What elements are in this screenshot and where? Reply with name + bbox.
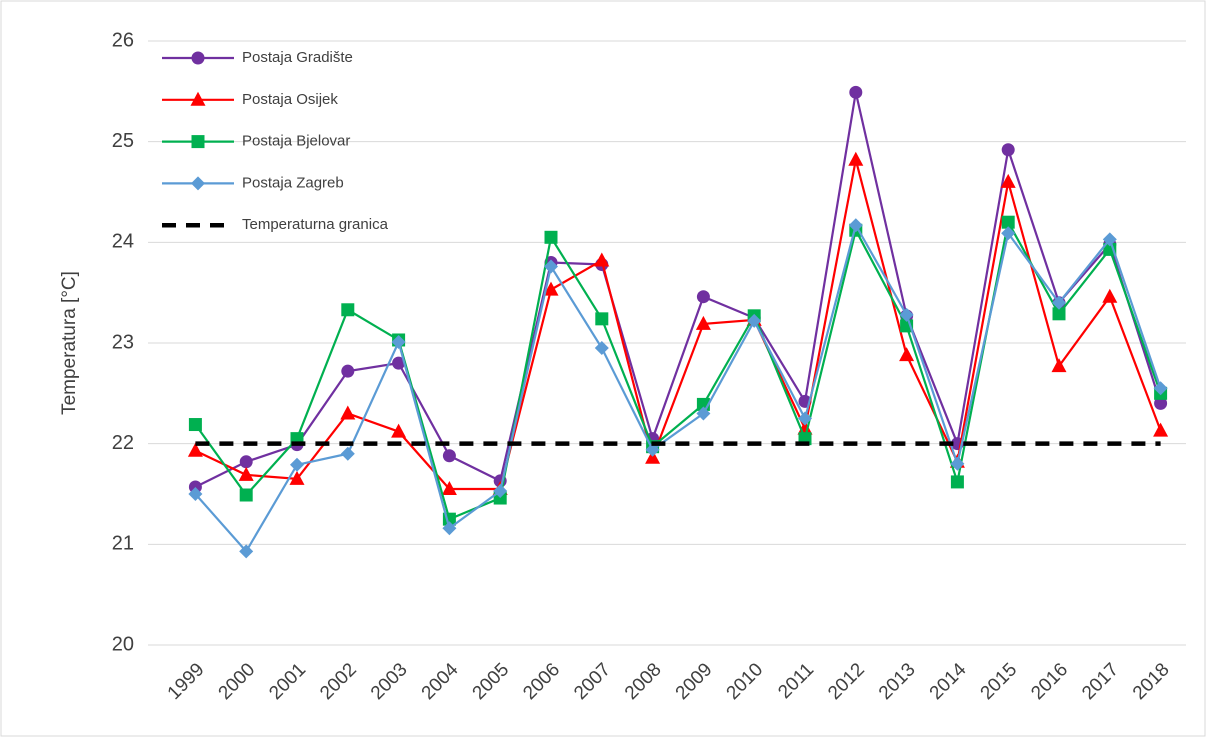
marker bbox=[696, 406, 711, 421]
marker bbox=[340, 446, 355, 461]
marker bbox=[289, 470, 305, 485]
marker bbox=[493, 491, 507, 505]
marker bbox=[747, 313, 762, 328]
marker bbox=[1001, 215, 1015, 229]
y-tick-label: 21 bbox=[112, 533, 134, 555]
marker bbox=[341, 303, 355, 317]
marker bbox=[341, 364, 355, 378]
marker bbox=[543, 281, 559, 296]
marker bbox=[899, 307, 914, 322]
marker bbox=[1102, 232, 1117, 247]
marker bbox=[391, 334, 406, 349]
marker bbox=[191, 135, 205, 149]
marker bbox=[848, 218, 863, 233]
marker bbox=[899, 347, 915, 362]
marker bbox=[950, 456, 965, 471]
marker bbox=[1102, 288, 1118, 303]
marker bbox=[188, 480, 202, 494]
marker bbox=[493, 483, 508, 498]
marker bbox=[594, 341, 609, 356]
marker bbox=[1001, 226, 1016, 241]
marker bbox=[1051, 358, 1067, 373]
y-tick-label: 23 bbox=[112, 331, 134, 353]
marker bbox=[442, 521, 457, 536]
y-tick-label: 26 bbox=[112, 29, 134, 51]
series-line bbox=[194, 219, 1162, 521]
marker bbox=[290, 457, 304, 472]
marker bbox=[1154, 396, 1168, 410]
legend-label: Postaja Bjelovar bbox=[242, 133, 350, 150]
marker bbox=[191, 176, 205, 191]
marker bbox=[849, 85, 863, 99]
marker bbox=[1052, 307, 1066, 321]
marker bbox=[1153, 381, 1168, 396]
y-tick-label: 20 bbox=[112, 633, 134, 655]
series-line bbox=[194, 92, 1162, 488]
marker bbox=[544, 259, 558, 274]
marker bbox=[442, 449, 456, 463]
y-axis-label: Temperatura [°C] bbox=[59, 271, 80, 415]
marker bbox=[1153, 422, 1169, 437]
marker bbox=[848, 151, 864, 166]
marker bbox=[239, 488, 253, 502]
marker bbox=[1001, 143, 1015, 157]
marker bbox=[950, 475, 964, 489]
series-line bbox=[194, 222, 1162, 554]
marker bbox=[188, 487, 203, 501]
marker bbox=[1000, 173, 1016, 188]
marker bbox=[645, 442, 660, 457]
legend: Postaja Gradište Postaja Osijek Postaja Bj… bbox=[162, 49, 389, 233]
y-tick-label: 25 bbox=[112, 130, 134, 152]
marker bbox=[238, 466, 254, 481]
marker bbox=[391, 423, 407, 438]
marker bbox=[441, 480, 457, 495]
marker bbox=[239, 544, 254, 559]
legend-label: Postaja Osijek bbox=[242, 91, 338, 108]
legend-label: Postaja Gradište bbox=[242, 49, 353, 66]
marker bbox=[188, 418, 202, 432]
legend-label: Temperaturna granica bbox=[242, 216, 389, 233]
marker bbox=[1052, 295, 1066, 310]
y-tick-label: 24 bbox=[112, 231, 134, 253]
marker bbox=[594, 252, 610, 267]
legend-label: Postaja Zagreb bbox=[242, 174, 344, 191]
y-tick-label: 22 bbox=[112, 432, 134, 454]
marker bbox=[392, 356, 406, 370]
marker bbox=[340, 405, 356, 420]
marker bbox=[544, 230, 558, 244]
series-line bbox=[194, 159, 1162, 491]
marker bbox=[191, 51, 205, 65]
marker bbox=[696, 290, 710, 304]
marker bbox=[645, 449, 661, 464]
marker bbox=[190, 91, 206, 106]
marker bbox=[239, 455, 253, 469]
marker bbox=[695, 315, 711, 330]
marker bbox=[595, 312, 609, 326]
marker bbox=[798, 411, 812, 426]
marker bbox=[187, 442, 203, 457]
